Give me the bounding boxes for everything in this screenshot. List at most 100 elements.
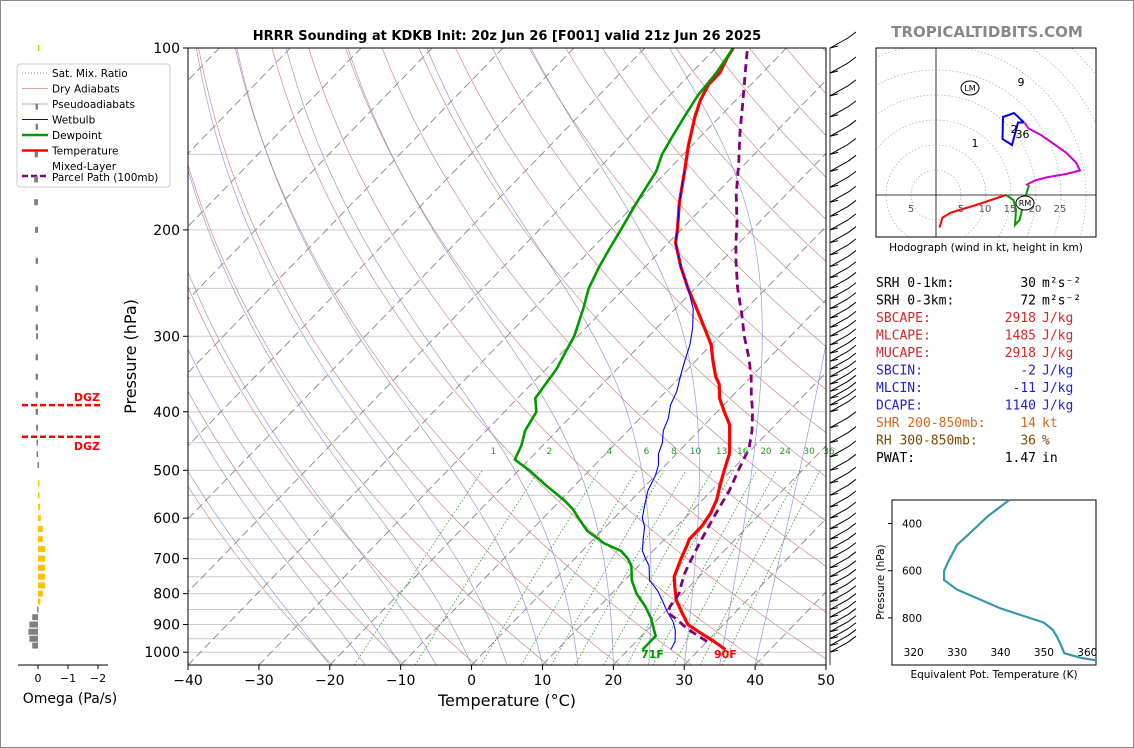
wind-barb-flag <box>847 319 857 327</box>
dry-adiabat <box>491 48 826 434</box>
wind-barb-flag <box>847 137 857 145</box>
omega-bar <box>38 590 43 597</box>
wind-barb-staff <box>829 528 849 540</box>
wind-barb-tick <box>829 366 839 370</box>
wind-barb-staff <box>829 628 849 640</box>
x-tick-label: 30 <box>675 673 693 689</box>
stat-unit: J/kg <box>1042 346 1073 361</box>
hodograph-inner: 5 5 10 15 20 25 1 23 6 9 LM RM <box>876 48 1096 237</box>
wind-barb-flag <box>847 261 857 269</box>
isotherm-line <box>825 664 826 665</box>
sat-mix-ratio-line <box>550 470 665 665</box>
theta-e-x-tick-label: 320 <box>904 647 924 659</box>
x-tick-label: 10 <box>534 673 552 689</box>
chart-title: HRRR Sounding at KDKB Init: 20z Jun 26 [… <box>253 29 761 44</box>
wind-barb-staff <box>829 176 849 188</box>
omega-bar <box>35 257 38 264</box>
y-tick-label: 500 <box>153 463 180 479</box>
wind-barb <box>829 31 857 49</box>
wind-barb-staff <box>829 366 849 378</box>
stat-unit: m²s⁻² <box>1042 294 1081 309</box>
y-tick-label: 900 <box>153 618 180 634</box>
stat-unit: J/kg <box>1042 399 1073 414</box>
hodo-ring-label: 10 <box>979 204 992 215</box>
legend-label: Mixed-Layer <box>52 161 117 173</box>
wind-barb-tick <box>829 93 839 97</box>
wind-barb-flag <box>847 170 857 178</box>
dry-adiabat <box>271 48 764 665</box>
wind-barb-tick <box>829 114 839 118</box>
wind-barb <box>829 532 857 550</box>
wind-barb-staff <box>829 432 849 444</box>
omega-bar <box>38 525 43 532</box>
omega-tick-label: −2 <box>90 672 106 685</box>
wind-barb <box>829 551 857 569</box>
omega-bar <box>36 424 38 431</box>
wind-barb-tick <box>829 252 839 256</box>
hodograph: 5 5 10 15 20 25 1 23 6 9 LM RM Hodograph (wind in kt… <box>875 47 1097 254</box>
wind-barb <box>829 453 857 471</box>
sat-mix-ratio-line <box>353 470 483 665</box>
wind-barb-staff <box>829 446 849 458</box>
wind-barb-tick <box>829 350 839 354</box>
dry-adiabat <box>418 48 826 522</box>
omega-bar <box>28 628 38 635</box>
wind-barb-flag <box>847 411 857 419</box>
wind-barb <box>829 319 857 337</box>
legend-label: Dry Adiabats <box>52 84 120 96</box>
wind-barb-tick <box>829 515 839 519</box>
legend-box <box>16 63 171 188</box>
wind-barb <box>829 301 857 319</box>
wind-barb <box>829 501 857 519</box>
wind-barb-tick <box>829 388 839 392</box>
omega-bar <box>38 515 41 522</box>
theta-e-y-tick-label: 400 <box>902 519 922 531</box>
wind-barb-flag <box>847 301 857 309</box>
omega-bar <box>38 480 40 487</box>
series-temperature <box>672 48 735 651</box>
stat-label: MLCAPE: <box>876 329 931 344</box>
wind-barb-flag <box>847 466 857 474</box>
wind-barb-staff <box>829 219 849 231</box>
hodo-ring-label: 5 <box>908 204 914 215</box>
wind-barb <box>829 226 857 244</box>
hodo-trace <box>1023 121 1082 186</box>
dry-adiabat <box>381 48 826 567</box>
legend-label: Sat. Mix. Ratio <box>52 68 128 80</box>
isotherm-line <box>188 48 787 665</box>
wind-barb <box>829 388 857 406</box>
omega-bar <box>38 564 46 571</box>
wind-barb <box>829 310 857 328</box>
wind-barb-tick <box>829 556 839 560</box>
wind-barb-flag <box>847 367 857 375</box>
wind-barb-staff <box>829 518 849 530</box>
wind-barb-staff <box>829 277 849 289</box>
wind-barb-staff <box>829 394 849 406</box>
stat-value: 1485 <box>1005 329 1036 344</box>
wind-barb-tick <box>829 264 839 268</box>
omega-tick-label: −1 <box>60 672 76 685</box>
theta-e-chart: 320 330 340 350 360 400 600 800 Equivalent Pot. … <box>875 499 1097 681</box>
wind-barb-staff <box>829 350 849 362</box>
hodo-height-label: 3 <box>1016 128 1023 141</box>
pseudoadiabat <box>530 48 700 665</box>
wind-barb <box>829 292 857 310</box>
wind-barb-tick <box>829 395 839 399</box>
theta-e-x-tick-label: 360 <box>1077 647 1097 659</box>
wind-barb-flag <box>847 600 857 608</box>
wind-barb-tick <box>829 358 839 362</box>
mix-ratio-label: 13 <box>716 447 727 457</box>
hodo-marker-label: RM <box>1019 199 1032 208</box>
y-tick-label: 600 <box>153 511 180 527</box>
pseudoadiabat <box>196 48 508 665</box>
stat-unit: % <box>1042 434 1050 449</box>
series-mixed-layer-parcel-path-mb- <box>666 48 754 643</box>
pseudoadiabat <box>236 48 543 665</box>
wind-barb-flag <box>847 522 857 530</box>
wind-barb <box>829 272 857 289</box>
hodo-height-label: 6 <box>1023 128 1030 141</box>
omega-bar <box>38 536 43 543</box>
omega-bar <box>35 408 38 415</box>
x-tick-label: 20 <box>604 673 622 689</box>
wind-barb-flag <box>847 272 857 279</box>
